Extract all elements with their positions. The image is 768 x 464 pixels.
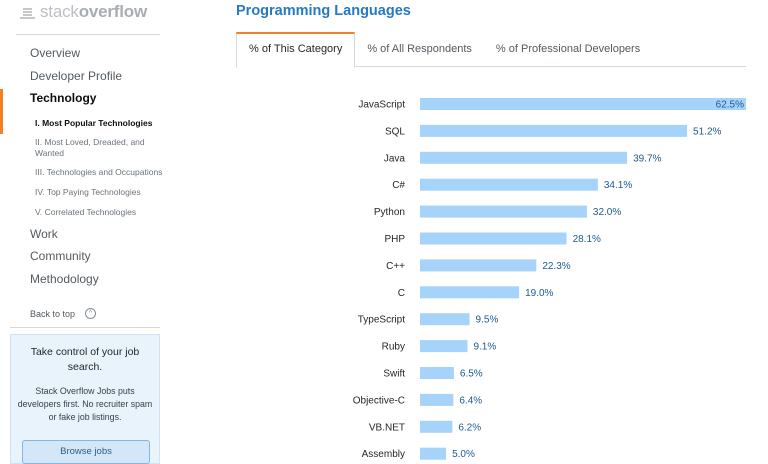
value-label: 6.5%: [460, 369, 483, 380]
value-label: 34.1%: [604, 180, 632, 191]
sidebar-nav: Overview Developer Profile Technology I.…: [0, 44, 176, 292]
bar[interactable]: [420, 205, 587, 218]
sidebar-item-technology[interactable]: Technology: [0, 89, 176, 112]
tab-bar: % of This Category % of All Respondents …: [236, 32, 746, 68]
bar[interactable]: [420, 232, 567, 245]
subnav-item-most-loved[interactable]: II. Most Loved, Dreaded, and Wanted: [35, 136, 145, 158]
value-label: 9.5%: [476, 315, 499, 326]
category-label: Python: [374, 207, 405, 218]
sidebar-item-developer-profile[interactable]: Developer Profile: [30, 68, 123, 83]
bar[interactable]: [420, 286, 520, 299]
jobs-promo: Take control of your job search. Stack O…: [10, 334, 160, 464]
value-label: 19.0%: [525, 288, 553, 299]
category-label: C++: [386, 261, 405, 272]
bar[interactable]: [420, 259, 537, 272]
divider: [10, 327, 160, 328]
category-label: Swift: [383, 369, 405, 380]
category-label: C#: [392, 180, 405, 191]
subnav-item-top-paying[interactable]: IV. Top Paying Technologies: [35, 186, 141, 197]
stackoverflow-logo[interactable]: stackoverflow: [20, 0, 147, 24]
bar[interactable]: [420, 420, 453, 433]
jobs-promo-title: Take control of your job search.: [30, 346, 140, 373]
category-label: Assembly: [362, 449, 405, 460]
bar[interactable]: [420, 151, 628, 164]
divider: [16, 34, 160, 35]
bar[interactable]: [420, 340, 468, 353]
page-title: Programming Languages: [236, 3, 411, 19]
value-label: 39.7%: [633, 153, 661, 164]
value-label: 6.4%: [459, 395, 482, 406]
browse-jobs-button[interactable]: Browse jobs: [22, 440, 150, 464]
bar[interactable]: [420, 178, 598, 191]
value-label: 62.5%: [716, 100, 744, 111]
bar[interactable]: [420, 98, 746, 110]
category-label: C: [398, 288, 405, 299]
sidebar-item-community[interactable]: Community: [30, 249, 91, 263]
tab-professional-developers[interactable]: % of Professional Developers: [495, 43, 641, 55]
main-content: Programming Languages % of This Category…: [236, 0, 768, 464]
subnav-item-correlated[interactable]: V. Correlated Technologies: [35, 206, 137, 217]
bar[interactable]: [420, 313, 470, 326]
value-label: 5.0%: [452, 449, 475, 460]
category-label: Java: [384, 153, 406, 164]
bar[interactable]: [420, 447, 447, 460]
category-label: JavaScript: [358, 100, 405, 111]
value-label: 9.1%: [473, 342, 496, 353]
sidebar-item-work[interactable]: Work: [30, 226, 58, 241]
back-to-top-link[interactable]: Back to top ^: [30, 308, 97, 319]
sidebar-item-methodology[interactable]: Methodology: [30, 271, 99, 286]
stack-logo-icon: [20, 3, 36, 21]
category-label: VB.NET: [369, 422, 405, 433]
tab-this-category[interactable]: % of This Category: [236, 32, 356, 68]
tab-all-respondents[interactable]: % of All Respondents: [367, 43, 472, 55]
bar[interactable]: [420, 124, 688, 137]
category-label: TypeScript: [358, 315, 405, 326]
value-label: 51.2%: [693, 126, 721, 137]
category-label: Objective-C: [353, 395, 405, 406]
subnav-item-most-popular[interactable]: I. Most Popular Technologies: [0, 111, 176, 134]
category-label: SQL: [385, 126, 405, 137]
category-label: Ruby: [382, 342, 405, 353]
bar[interactable]: [420, 367, 454, 379]
jobs-promo-text: Stack Overflow Jobs puts developers firs…: [17, 386, 153, 422]
chevron-up-icon: ^: [85, 308, 97, 319]
back-to-top-label: Back to top: [30, 308, 76, 319]
subnav-item-occupations[interactable]: III. Technologies and Occupations: [35, 166, 163, 177]
value-label: 22.3%: [542, 261, 570, 272]
sidebar: stackoverflow Overview Developer Profile…: [0, 0, 176, 464]
bar-chart: JavaScript 62.5% SQL 51.2% Java 39.7% C# 34.1% P…: [353, 98, 746, 460]
category-label: PHP: [384, 234, 405, 245]
sidebar-item-overview[interactable]: Overview: [30, 46, 81, 60]
value-label: 28.1%: [573, 234, 601, 245]
bar[interactable]: [420, 393, 454, 406]
value-label: 6.2%: [458, 422, 481, 433]
logo-text: stackoverflow: [40, 2, 147, 21]
value-label: 32.0%: [593, 207, 621, 218]
